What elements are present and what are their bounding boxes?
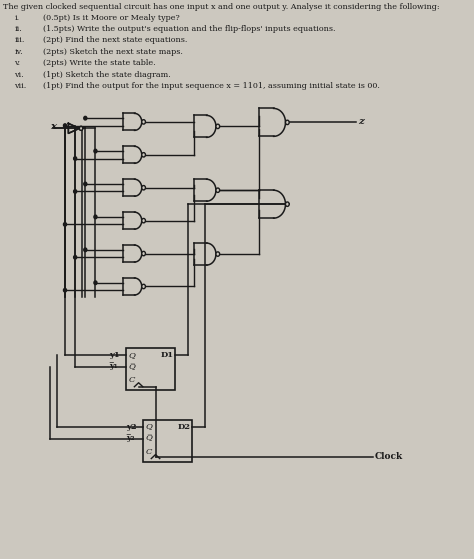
Circle shape: [142, 153, 146, 157]
Text: (0.5pt) Is it Moore or Mealy type?: (0.5pt) Is it Moore or Mealy type?: [43, 13, 180, 22]
Circle shape: [64, 288, 66, 292]
Circle shape: [94, 281, 97, 285]
Text: C: C: [128, 376, 135, 384]
Bar: [126, 348, 175, 390]
Circle shape: [79, 126, 83, 130]
Circle shape: [216, 252, 219, 256]
Text: y1: y1: [109, 351, 120, 359]
Text: v.: v.: [14, 59, 20, 67]
Text: ii.: ii.: [14, 25, 22, 33]
Circle shape: [285, 120, 289, 125]
Circle shape: [73, 255, 77, 259]
Circle shape: [84, 248, 87, 252]
Circle shape: [142, 219, 146, 223]
Text: i.: i.: [14, 13, 19, 22]
Text: Q: Q: [128, 351, 135, 359]
Text: The given clocked sequential circuit has one input x and one output y. Analyse i: The given clocked sequential circuit has…: [3, 3, 440, 11]
Circle shape: [142, 252, 146, 256]
Circle shape: [73, 190, 77, 193]
Text: y̅₁: y̅₁: [109, 362, 118, 370]
Circle shape: [142, 120, 146, 124]
Bar: [143, 420, 192, 462]
Text: (1.5pts) Write the output's equation and the flip-flops' inputs equations.: (1.5pts) Write the output's equation and…: [43, 25, 336, 33]
Circle shape: [84, 182, 87, 186]
Circle shape: [142, 186, 146, 190]
Text: iii.: iii.: [14, 36, 25, 44]
Text: Clock: Clock: [374, 452, 403, 461]
Text: Q̅: Q̅: [146, 434, 152, 443]
Text: x: x: [50, 122, 56, 131]
Circle shape: [79, 126, 83, 130]
Circle shape: [84, 116, 87, 120]
Text: vii.: vii.: [14, 82, 27, 90]
Circle shape: [64, 222, 66, 226]
Text: Q: Q: [146, 423, 152, 430]
Text: z: z: [358, 117, 365, 126]
Text: C: C: [146, 448, 152, 456]
Text: iv.: iv.: [14, 48, 23, 56]
Text: y̅₂: y̅₂: [126, 434, 135, 442]
Text: vi.: vi.: [14, 70, 24, 78]
Text: (2pts) Sketch the next state maps.: (2pts) Sketch the next state maps.: [43, 48, 183, 56]
Text: D2: D2: [177, 423, 190, 430]
Circle shape: [285, 202, 289, 206]
Circle shape: [94, 149, 97, 153]
Circle shape: [73, 157, 77, 160]
Text: (1pt) Sketch the state diagram.: (1pt) Sketch the state diagram.: [43, 70, 171, 78]
Circle shape: [94, 215, 97, 219]
Text: (1pt) Find the output for the input sequence x = 1101, assuming initial state is: (1pt) Find the output for the input sequ…: [43, 82, 380, 90]
Circle shape: [142, 285, 146, 288]
Circle shape: [216, 188, 219, 192]
Text: y2: y2: [126, 423, 137, 430]
Text: (2pts) Write the state table.: (2pts) Write the state table.: [43, 59, 155, 67]
Text: Q̅: Q̅: [128, 363, 135, 371]
Circle shape: [64, 124, 66, 127]
Text: D1: D1: [160, 351, 173, 359]
Circle shape: [216, 124, 219, 129]
Text: (2pt) Find the next state equations.: (2pt) Find the next state equations.: [43, 36, 187, 44]
